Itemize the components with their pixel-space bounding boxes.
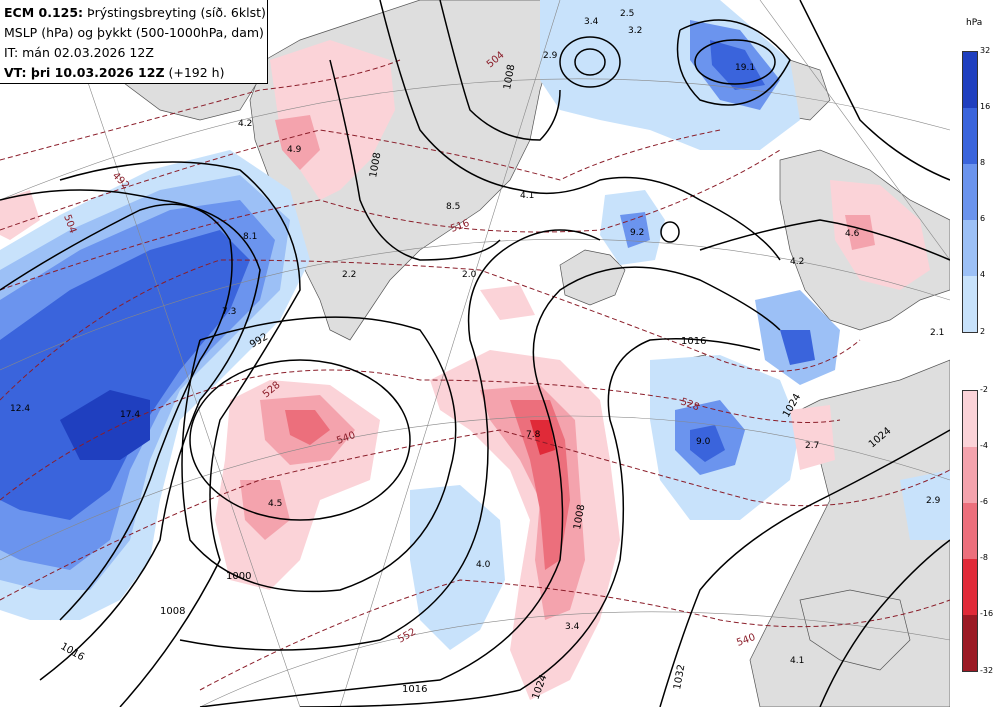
title-line: ECM 0.125: Þrýstingsbreyting (síð. 6klst… — [4, 3, 266, 23]
blue-bin — [963, 220, 977, 276]
pc-label: 3.2 — [628, 26, 642, 36]
isobar-label: 1016 — [402, 684, 427, 695]
isobar-label: 1000 — [226, 571, 251, 582]
pc-label: 2.9 — [543, 51, 558, 61]
pc-label: 8.5 — [446, 202, 460, 212]
pc-label: 2.0 — [462, 270, 477, 280]
init-time: IT: mán 02.03.2026 12Z — [4, 45, 154, 60]
pc-label: 8.1 — [243, 232, 257, 242]
map-info-box: ECM 0.125: Þrýstingsbreyting (síð. 6klst… — [0, 0, 268, 84]
isobar-label: 1008 — [572, 504, 587, 531]
blue-tick: 8 — [980, 158, 986, 167]
pc-label: 9.2 — [630, 228, 644, 238]
pc-label: 4.1 — [520, 191, 534, 201]
pc-label: 12.4 — [10, 404, 30, 414]
blue-bin — [963, 108, 977, 164]
red-bin — [963, 391, 977, 447]
pc-label: 19.1 — [735, 63, 755, 73]
pc-label: 2.7 — [805, 441, 819, 451]
forecast-hour: (+192 h) — [164, 65, 225, 80]
blue-bin — [963, 52, 977, 108]
blue-tick: 6 — [980, 214, 986, 223]
legend-unit: hPa — [966, 18, 983, 28]
pc-label: 4.2 — [238, 119, 252, 129]
pc-label: 2.9 — [926, 496, 941, 506]
thickness-contours — [0, 59, 951, 691]
pc-label: 4.0 — [476, 560, 491, 570]
pressure-rise-areas — [0, 0, 950, 650]
red-tick: -8 — [980, 553, 988, 562]
pc-label: 17.4 — [120, 410, 140, 420]
subtitle-line: MSLP (hPa) og þykkt (500-1000hPa, dam) — [4, 25, 264, 40]
blue-tick: 4 — [980, 270, 986, 279]
field-name: Þrýstingsbreyting (síð. 6klst) — [83, 5, 266, 20]
pc-label: 4.9 — [287, 145, 302, 155]
red-bin — [963, 503, 977, 559]
pc-label: 4.6 — [845, 229, 860, 239]
isobar-label: 1016 — [681, 336, 706, 347]
isobar-label: 1008 — [160, 606, 185, 617]
pc-label: 4.1 — [790, 656, 804, 666]
blue-tick: 32 — [980, 46, 991, 55]
blue-tick: 2 — [980, 327, 986, 336]
pc-label: 7.3 — [222, 307, 236, 317]
pc-label: 9.0 — [696, 437, 711, 447]
red-colorbar — [962, 390, 978, 672]
isobar-label: 1032 — [672, 664, 687, 691]
isobars — [0, 0, 951, 707]
red-bin — [963, 447, 977, 503]
model-name: ECM 0.125: — [4, 5, 84, 20]
pc-label: 2.1 — [930, 328, 944, 338]
pc-label: 3.4 — [565, 622, 580, 632]
red-bin — [963, 615, 977, 671]
pc-label: 3.4 — [584, 17, 599, 27]
red-bin — [963, 559, 977, 615]
red-tick: -6 — [980, 497, 988, 506]
blue-bin — [963, 164, 977, 220]
isobar-label: 1008 — [368, 152, 383, 179]
pressure-change-labels: 3.4 2.5 3.2 19.1 2.9 4.2 4.9 8.5 4.1 9.2… — [10, 9, 944, 666]
red-tick: -16 — [980, 609, 994, 618]
pc-label: 7.8 — [526, 430, 541, 440]
pc-label: 4.2 — [790, 257, 804, 267]
graticule — [0, 0, 951, 707]
isobar-label: 1008 — [502, 64, 517, 91]
red-tick: -2 — [980, 385, 988, 394]
red-tick: -32 — [980, 666, 994, 675]
blue-colorbar — [962, 51, 978, 333]
pc-label: 2.5 — [620, 9, 634, 19]
red-tick: -4 — [980, 441, 988, 450]
pc-label: 2.2 — [342, 270, 356, 280]
blue-tick: 16 — [980, 102, 991, 111]
valid-time: VT: þri 10.03.2026 12Z — [4, 65, 165, 80]
blue-bin — [963, 276, 977, 332]
pc-label: 4.5 — [268, 499, 282, 509]
valid-time-line: VT: þri 10.03.2026 12Z (+192 h) — [4, 63, 263, 83]
